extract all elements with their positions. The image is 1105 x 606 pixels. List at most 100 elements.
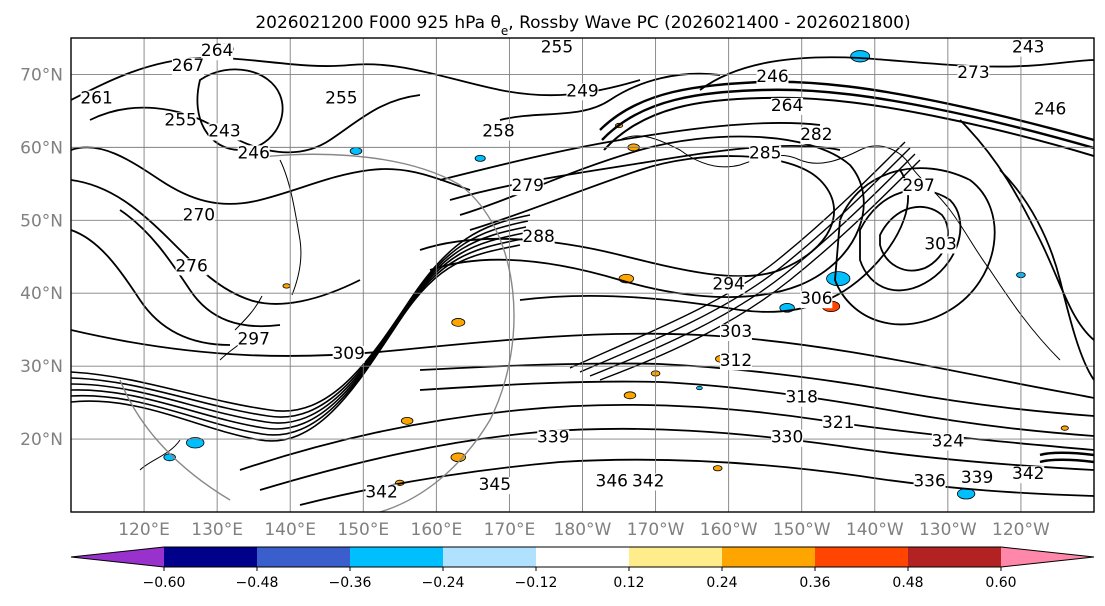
contour-label: 264 bbox=[201, 41, 233, 61]
contour-line bbox=[71, 226, 527, 424]
lat-tick-label: 20°N bbox=[20, 430, 63, 450]
colorbar-swatch bbox=[164, 547, 258, 567]
colorbar-tick-label: 0.24 bbox=[706, 575, 737, 591]
contour-line bbox=[1039, 451, 1094, 457]
contour-label-bg bbox=[719, 323, 752, 341]
japan-coast bbox=[234, 295, 263, 331]
contour-label: 276 bbox=[175, 256, 207, 276]
coastlines bbox=[139, 135, 1061, 471]
colorbar-swatch bbox=[629, 547, 723, 567]
contour-label: 297 bbox=[902, 176, 934, 196]
contour-line bbox=[119, 209, 281, 328]
contour-label-bg bbox=[771, 97, 804, 115]
contour-line bbox=[71, 329, 1094, 399]
contour-line bbox=[71, 244, 521, 442]
lat-tick-label: 40°N bbox=[20, 284, 63, 304]
anomaly-patch bbox=[451, 318, 466, 327]
contour-label-bg bbox=[80, 90, 113, 108]
kamchatka-coast bbox=[279, 159, 302, 296]
contour-label-bg bbox=[931, 433, 964, 451]
contour-label-bg bbox=[208, 123, 241, 141]
contour-line bbox=[196, 68, 284, 151]
anomaly-patch bbox=[712, 465, 723, 472]
colorbar-swatch bbox=[908, 547, 1002, 567]
colorbar-tick-label: 0.48 bbox=[892, 575, 923, 591]
title-subscript: e bbox=[501, 24, 508, 38]
colorbar-swatch bbox=[536, 547, 630, 567]
contour-line bbox=[599, 80, 1094, 142]
contour-label-bg bbox=[171, 57, 204, 75]
contour-label: 246 bbox=[1034, 100, 1066, 120]
contour-line bbox=[89, 94, 421, 154]
contour-label: 346 bbox=[596, 471, 628, 491]
contour-label-bg bbox=[902, 178, 935, 196]
colorbar-tick-label: −0.48 bbox=[236, 575, 279, 591]
contour-label-bg bbox=[237, 145, 270, 163]
contour-label: 297 bbox=[237, 329, 269, 349]
contour-line bbox=[71, 232, 525, 430]
contour-label: 261 bbox=[80, 89, 112, 109]
contour-label-bg bbox=[566, 83, 599, 101]
anomaly-patch bbox=[696, 385, 703, 391]
contour-label-bg bbox=[237, 331, 270, 349]
lon-tick-label: 170°E bbox=[484, 520, 536, 540]
contour-label-bg bbox=[1012, 466, 1045, 484]
lon-tick-label: 140°W bbox=[846, 520, 904, 540]
contour-label-bg bbox=[749, 145, 782, 163]
colorbar-tick-label: −0.24 bbox=[422, 575, 465, 591]
lon-tick-label: 170°W bbox=[627, 520, 685, 540]
theta-e-contours bbox=[71, 56, 1094, 506]
contour-label-bg bbox=[365, 484, 398, 502]
contour-label: 294 bbox=[712, 275, 744, 295]
contour-line bbox=[71, 229, 231, 346]
contour-line bbox=[959, 119, 1094, 341]
contour-label-bg bbox=[800, 127, 833, 145]
colorbar-tick-label: 0.36 bbox=[799, 575, 830, 591]
contour-label: 306 bbox=[800, 289, 832, 309]
contour-label-bg bbox=[482, 123, 515, 141]
contour-label-bg bbox=[522, 229, 555, 247]
colorbar-extend-max bbox=[1001, 547, 1094, 567]
lon-tick-label: 120°W bbox=[992, 520, 1050, 540]
contour-label-bg bbox=[537, 429, 570, 447]
title-rest: , Rossby Wave PC (2026021400 - 202602180… bbox=[508, 13, 910, 33]
contour-label: 246 bbox=[756, 67, 788, 87]
alaska-coastline bbox=[619, 135, 1061, 361]
contour-line bbox=[419, 380, 1094, 437]
contour-label: 246 bbox=[237, 143, 269, 163]
anomaly-patch bbox=[850, 50, 871, 63]
contour-label: 339 bbox=[961, 468, 993, 488]
contour-label-bg bbox=[175, 258, 208, 276]
contour-label-bg bbox=[201, 43, 234, 61]
contour-label: 342 bbox=[1012, 464, 1044, 484]
anomaly-patch bbox=[956, 488, 976, 500]
colorbar-swatch bbox=[257, 547, 351, 567]
contour-line bbox=[699, 56, 1094, 91]
contour-line bbox=[71, 238, 523, 436]
contour-line bbox=[999, 169, 1094, 381]
contour-line bbox=[569, 141, 906, 369]
contour-line bbox=[71, 214, 531, 412]
contour-label-bg bbox=[1012, 39, 1045, 57]
contour-line bbox=[419, 362, 1094, 417]
contour-line bbox=[603, 96, 1094, 157]
colorbar-swatch bbox=[350, 547, 444, 567]
contour-label: 258 bbox=[482, 121, 514, 141]
anomaly-patch bbox=[186, 437, 205, 449]
contour-line bbox=[299, 458, 1094, 506]
contour-label: 345 bbox=[479, 475, 511, 495]
latitude-labels: 20°N 30°N 40°N 50°N 60°N 70°N bbox=[20, 65, 63, 450]
map-panel: 2642672612552432462552582492552792882702… bbox=[20, 37, 1095, 540]
contour-label-bg bbox=[632, 473, 665, 491]
contour-label-bg bbox=[913, 473, 946, 491]
longitude-labels: 120°E 130°E 140°E 150°E 160°E 170°E 180°W 170°W… bbox=[118, 520, 1050, 540]
lon-tick-label: 120°E bbox=[118, 520, 170, 540]
colorbar-tick-label: −0.12 bbox=[515, 575, 558, 591]
contour-label: 273 bbox=[957, 63, 989, 83]
contour-line bbox=[599, 159, 921, 381]
contour-label-bg bbox=[822, 415, 855, 433]
contour-label: 270 bbox=[183, 205, 215, 225]
contour-line bbox=[259, 427, 1094, 491]
contour-label-bg bbox=[595, 473, 628, 491]
contour-label: 243 bbox=[1012, 38, 1044, 58]
